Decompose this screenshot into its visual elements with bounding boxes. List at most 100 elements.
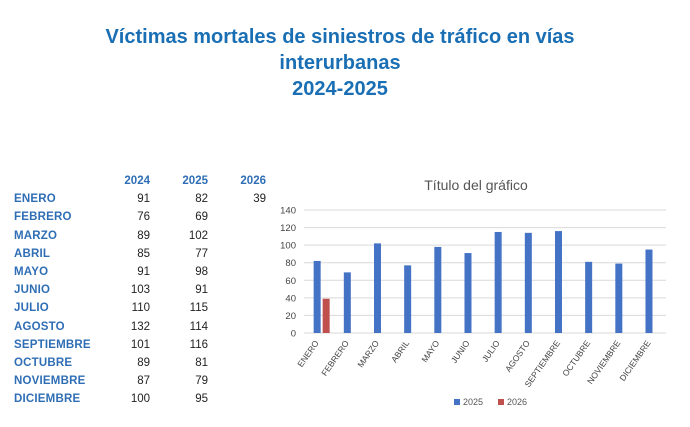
table-row: DICIEMBRE 100 95	[14, 390, 266, 408]
bar-2025	[434, 246, 442, 333]
value-2026-cell	[208, 281, 266, 299]
legend-swatch	[454, 399, 460, 405]
x-tick-label: MAYO	[419, 338, 441, 364]
value-2025-cell: 116	[189, 338, 208, 351]
value-2025-cell: 82	[195, 193, 208, 206]
table-row: JULIO 110 115	[14, 299, 266, 317]
y-tick-label: 40	[285, 293, 296, 304]
value-2025-cell: 115	[189, 302, 208, 315]
y-tick-label: 80	[285, 258, 296, 269]
title-line-3: 2024-2025	[292, 78, 388, 100]
value-2026-cell	[208, 390, 266, 408]
month-cell: MAYO	[14, 266, 49, 279]
y-tick-label: 100	[280, 241, 296, 252]
x-tick-label: MARZO	[355, 338, 381, 369]
legend-swatch	[498, 399, 504, 405]
header-2024: 2024	[124, 175, 150, 188]
x-tick-label: DICIEMBRE	[617, 338, 652, 383]
monthly-data-table: 2024 2025 2026 ENERO 91 82 39 FEBRERO 76 69 MAR…	[14, 172, 266, 408]
value-2026-cell	[208, 263, 266, 281]
title-line-2: interurbanas	[279, 52, 401, 74]
month-cell: JULIO	[14, 302, 49, 315]
value-2025-cell: 77	[195, 247, 208, 260]
month-cell: ABRIL	[14, 247, 51, 260]
table-row: JUNIO 103 91	[14, 281, 266, 299]
month-cell: DICIEMBRE	[14, 393, 81, 406]
value-2024-cell: 103	[130, 284, 150, 297]
header-month	[14, 172, 92, 190]
value-2024-cell: 76	[137, 211, 150, 224]
y-tick-label: 20	[285, 311, 296, 322]
month-cell: JUNIO	[14, 284, 51, 297]
value-2026-cell	[208, 245, 266, 263]
table-row: NOVIEMBRE 87 79	[14, 372, 266, 390]
bar-chart: Título del gráfico 0 20 40 60 80 100 120 140 ENER…	[262, 168, 672, 425]
table-row: FEBRERO 76 69	[14, 208, 266, 226]
value-2025-cell: 114	[189, 320, 208, 333]
value-2026-cell	[208, 208, 266, 226]
value-2025-cell: 95	[195, 393, 208, 406]
value-2026-cell	[208, 227, 266, 245]
x-tick-label: ENERO	[295, 338, 321, 369]
month-cell: SEPTIEMBRE	[14, 338, 91, 351]
value-2025-cell: 81	[195, 356, 208, 369]
value-2024-cell: 100	[130, 393, 150, 406]
value-2026-cell	[208, 299, 266, 317]
value-2024-cell: 89	[137, 356, 150, 369]
table-row: AGOSTO 132 114	[14, 318, 266, 336]
table-header-row: 2024 2025 2026	[14, 172, 266, 190]
month-cell: OCTUBRE	[14, 356, 73, 369]
bar-2025	[343, 272, 351, 333]
header-2026: 2026	[240, 175, 266, 188]
bar-2025	[494, 231, 502, 333]
y-tick-label: 60	[285, 276, 296, 287]
month-cell: NOVIEMBRE	[14, 375, 86, 388]
y-tick-label: 120	[280, 223, 296, 234]
legend-label: 2025	[463, 397, 483, 407]
value-2026-cell	[208, 318, 266, 336]
value-2026-cell	[208, 372, 266, 390]
bar-2025	[464, 253, 472, 333]
month-cell: ENERO	[14, 193, 56, 206]
table-row: ABRIL 85 77	[14, 245, 266, 263]
chart-title: Título del gráfico	[424, 177, 528, 193]
bar-2025	[404, 265, 412, 333]
x-tick-label: FEBRERO	[319, 338, 351, 378]
value-2026-cell	[208, 336, 266, 354]
table-row: OCTUBRE 89 81	[14, 354, 266, 372]
value-2025-cell: 79	[195, 375, 208, 388]
table-row: ENERO 91 82 39	[14, 190, 266, 208]
month-cell: AGOSTO	[14, 320, 65, 333]
month-cell: FEBRERO	[14, 211, 72, 224]
table-row: SEPTIEMBRE 101 116	[14, 336, 266, 354]
chart-svg: Título del gráfico 0 20 40 60 80 100 120 140 ENER…	[280, 177, 666, 407]
x-tick-label: JUNIO	[449, 338, 472, 365]
page-title: Víctimas mortales de siniestros de tráfi…	[40, 24, 640, 102]
y-tick-label: 0	[291, 329, 296, 340]
bar-2025	[373, 243, 381, 333]
value-2025-cell: 102	[188, 229, 208, 242]
table-body: ENERO 91 82 39 FEBRERO 76 69 MARZO 89 102 ABRIL 85 7…	[14, 190, 266, 408]
table-row: MARZO 89 102	[14, 227, 266, 245]
bar-2025	[615, 263, 623, 333]
value-2024-cell: 89	[137, 229, 150, 242]
value-2026-cell	[208, 354, 266, 372]
bar-2026	[322, 298, 330, 333]
legend-label: 2026	[507, 397, 527, 407]
value-2024-cell: 91	[137, 266, 150, 279]
value-2024-cell: 132	[130, 320, 150, 333]
y-tick-label: 140	[280, 206, 296, 217]
x-tick-label: AGOSTO	[503, 338, 532, 374]
value-2024-cell: 101	[130, 338, 150, 351]
bar-2025	[524, 232, 532, 333]
value-2025-cell: 69	[195, 211, 208, 224]
month-cell: MARZO	[14, 229, 58, 242]
value-2024-cell: 110	[131, 302, 150, 315]
title-line-1: Víctimas mortales de siniestros de tráfi…	[105, 26, 575, 48]
header-2025: 2025	[182, 175, 208, 188]
bar-2025	[554, 231, 562, 333]
bar-2025	[313, 260, 321, 333]
bar-2025	[645, 249, 653, 333]
value-2024-cell: 87	[137, 375, 150, 388]
value-2025-cell: 98	[195, 266, 208, 279]
